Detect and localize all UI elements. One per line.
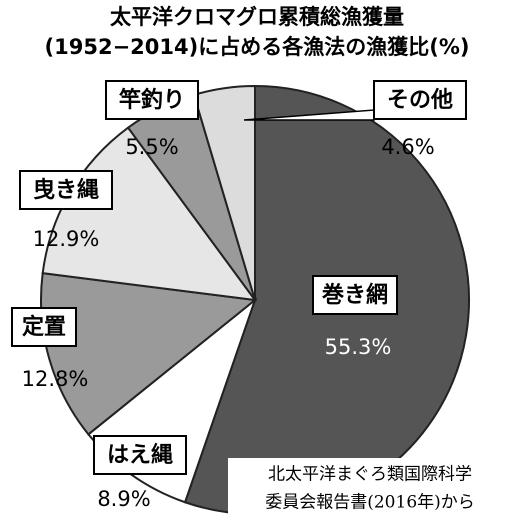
value-label: 12.9%	[33, 227, 100, 251]
labels: 巻き網 55.3% はえ縄 8.9% 定置 12.8% 曳き縄 12.9% 竿釣り 5.5% その他…	[11, 80, 467, 511]
label-box	[105, 80, 199, 120]
category-label: 定置	[22, 314, 66, 340]
label-box	[19, 170, 113, 210]
label-box	[312, 275, 398, 315]
value-label: 4.6%	[381, 135, 434, 159]
value-label: 55.3%	[325, 335, 392, 359]
label-box	[93, 435, 187, 475]
value-label: 8.9%	[97, 487, 150, 511]
category-label: 曳き縄	[33, 177, 99, 203]
source-bg	[228, 458, 512, 524]
value-label: 5.5%	[125, 135, 178, 159]
category-label: その他	[387, 88, 453, 113]
slice	[40, 272, 258, 436]
source: 北太平洋まぐろ類国際科学	[268, 465, 472, 485]
category-label: 竿釣り	[119, 87, 185, 113]
category-label: 巻き網	[322, 282, 388, 308]
label-box	[11, 307, 77, 347]
value-label: 12.8%	[22, 367, 89, 391]
chart-title: (1952−2014)に占める各漁法の漁獲比(%)	[45, 35, 470, 59]
label-box	[373, 80, 467, 120]
source: 委員会報告書(2016年)から	[265, 493, 475, 513]
category-label: はえ縄	[107, 443, 173, 468]
chart-title: 太平洋クロマグロ累積総漁獲量	[110, 5, 404, 29]
